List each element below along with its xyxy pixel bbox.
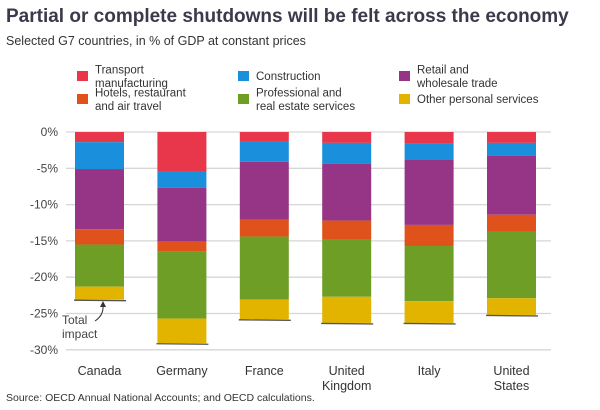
bar-segment — [75, 142, 124, 170]
bar-segment — [322, 239, 372, 297]
annotation-label: impact — [62, 327, 98, 341]
legend-label: manufacturing — [95, 78, 168, 90]
y-tick-label: -25% — [30, 307, 58, 321]
x-tick-label: Italy — [418, 364, 442, 378]
bar-segment — [487, 214, 536, 232]
bar-segment — [404, 159, 454, 225]
legend-swatch — [238, 71, 249, 81]
bar-segment — [239, 161, 289, 220]
bar-segment — [322, 220, 372, 240]
y-tick-label: -10% — [30, 198, 58, 212]
legend-swatch — [77, 94, 88, 104]
bar-segment — [157, 251, 207, 319]
bar-segment — [404, 224, 454, 246]
x-tick-label: France — [245, 364, 284, 378]
source-note: Source: OECD Annual National Accounts; a… — [6, 392, 315, 404]
legend-swatch — [399, 71, 410, 81]
legend-swatch — [238, 94, 249, 104]
bar-segment — [157, 171, 207, 188]
total-marker — [321, 322, 374, 325]
bar-segment — [157, 187, 207, 242]
bar-segment — [239, 299, 289, 320]
bar-segment — [75, 286, 124, 300]
x-tick-label: Canada — [78, 364, 122, 378]
bar-segment — [75, 169, 124, 230]
y-tick-label: 0% — [41, 125, 59, 139]
total-marker — [403, 322, 456, 325]
bar-segment — [322, 132, 372, 143]
bar-segment — [322, 296, 372, 323]
x-tick-label: United — [493, 364, 529, 378]
legend-label: Transport — [95, 64, 145, 76]
bar-segment — [239, 141, 289, 162]
legend-label: Hotels, restaurant — [95, 87, 187, 99]
y-tick-label: -15% — [30, 234, 58, 248]
y-tick-label: -30% — [30, 343, 58, 357]
x-tick-label: United — [329, 364, 365, 378]
bar-segment — [404, 301, 454, 323]
bar-segment — [239, 236, 289, 300]
annotation-label: Total — [62, 313, 87, 327]
legend-label: Professional and — [256, 87, 342, 99]
legend-label: and air travel — [95, 101, 161, 113]
bar-segment — [487, 298, 536, 315]
bar-segment — [487, 142, 536, 156]
bar-segment — [487, 231, 536, 299]
total-marker — [485, 314, 539, 317]
legend-swatch — [399, 94, 410, 104]
legend-label: Construction — [256, 71, 321, 83]
total-marker — [238, 319, 291, 321]
bar-segment — [157, 318, 207, 344]
chart-title: Partial or complete shutdowns will be fe… — [6, 6, 569, 27]
chart-subtitle: Selected G7 countries, in % of GDP at co… — [6, 34, 306, 48]
legend-label: real estate services — [256, 101, 355, 113]
bar-segment — [487, 155, 536, 215]
legend-label: wholesale trade — [416, 78, 498, 90]
bar-segment — [75, 132, 124, 143]
bar-segment — [404, 245, 454, 302]
x-tick-label: Kingdom — [322, 379, 371, 393]
bar-segment — [487, 132, 536, 143]
x-tick-label: Germany — [156, 364, 208, 378]
y-tick-label: -5% — [37, 161, 59, 175]
legend-swatch — [77, 71, 88, 81]
bar-segment — [75, 229, 124, 245]
total-marker — [73, 299, 127, 302]
bar-segment — [75, 244, 124, 287]
arrowhead-icon — [100, 301, 106, 307]
y-tick-label: -20% — [30, 270, 58, 284]
bar-segment — [157, 241, 207, 252]
legend-label: Retail and — [417, 64, 469, 76]
total-marker — [156, 343, 209, 345]
bar-segment — [404, 132, 454, 144]
x-tick-label: States — [494, 379, 529, 393]
bar-segment — [157, 132, 207, 172]
legend-label: Other personal services — [417, 94, 539, 106]
bar-segment — [404, 143, 454, 160]
bar-segment — [239, 132, 289, 142]
bar-segment — [322, 142, 372, 164]
bar-segment — [322, 163, 372, 221]
bar-segment — [239, 219, 289, 237]
